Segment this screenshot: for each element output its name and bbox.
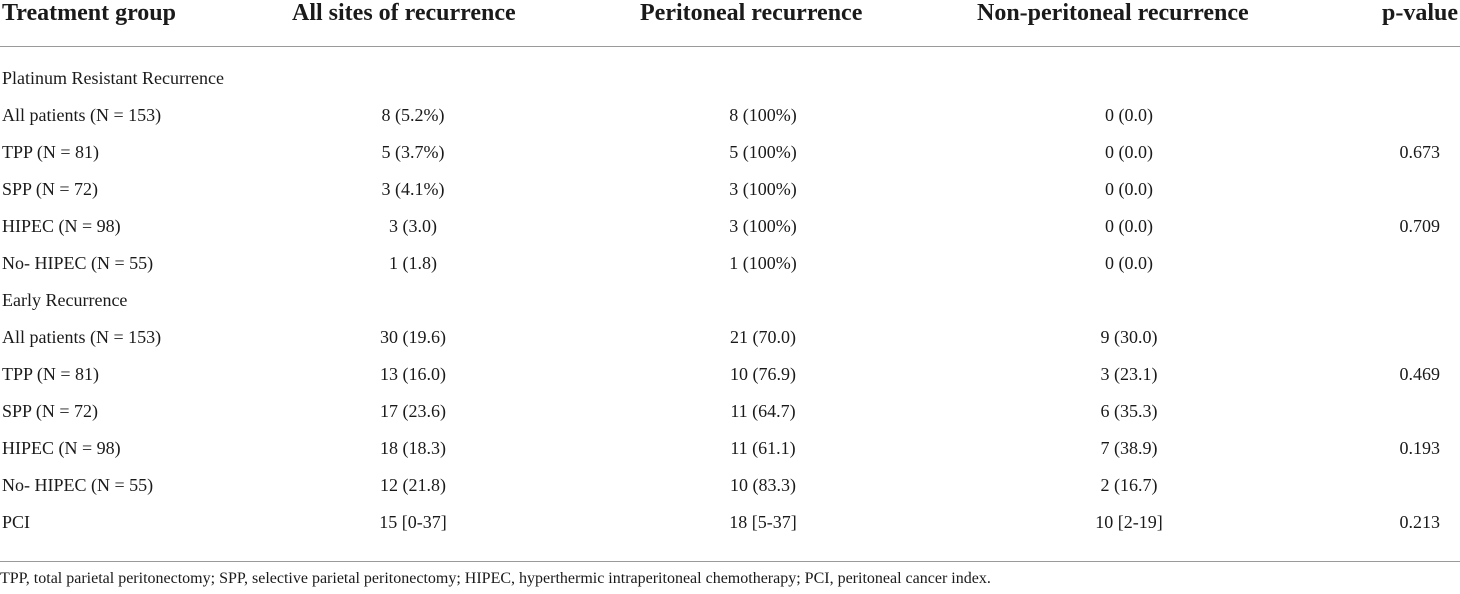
table-header: Treatment group All sites of recurrence … xyxy=(0,0,1460,47)
cell-peritoneal: 11 (61.1) xyxy=(730,438,796,458)
cell-non-peritoneal: 0 (0.0) xyxy=(1105,179,1153,199)
table-row: No- HIPEC (N = 55) 1 (1.8) 1 (100%) 0 (0.0) xyxy=(0,246,1460,283)
cell-non-peritoneal: 9 (30.0) xyxy=(1100,327,1158,347)
cell-non-peritoneal: 2 (16.7) xyxy=(1100,475,1158,495)
cell-treatment-group: All patients (N = 153) xyxy=(2,105,162,125)
cell-treatment-group: TPP (N = 81) xyxy=(2,364,99,384)
cell-peritoneal: 11 (64.7) xyxy=(730,401,796,421)
cell-treatment-group: All patients (N = 153) xyxy=(2,327,162,347)
table-bottom-rule xyxy=(0,561,1460,562)
cell-treatment-group: HIPEC (N = 98) xyxy=(2,216,121,236)
cell-peritoneal: 10 (76.9) xyxy=(730,364,796,384)
table-row: TPP (N = 81) 13 (16.0) 10 (76.9) 3 (23.1) 0.… xyxy=(0,357,1460,394)
cell-all-sites: 30 (19.6) xyxy=(380,327,446,347)
cell-treatment-group: Platinum Resistant Recurrence xyxy=(2,68,224,88)
cell-p-value: 0.193 xyxy=(1399,438,1441,458)
table-row: HIPEC (N = 98) 18 (18.3) 11 (61.1) 7 (38.9)… xyxy=(0,431,1460,468)
header-p-value: p-value xyxy=(1381,0,1458,26)
cell-p-value: 0.469 xyxy=(1399,364,1441,384)
cell-p-value: 0.709 xyxy=(1399,216,1441,236)
cell-peritoneal: 3 (100%) xyxy=(729,179,797,199)
cell-all-sites: 12 (21.8) xyxy=(380,475,446,495)
cell-non-peritoneal: 0 (0.0) xyxy=(1105,142,1153,162)
cell-non-peritoneal: 0 (0.0) xyxy=(1105,105,1153,125)
table-row: SPP (N = 72) 3 (4.1%) 3 (100%) 0 (0.0) xyxy=(0,172,1460,209)
cell-all-sites: 13 (16.0) xyxy=(380,364,446,384)
cell-treatment-group: HIPEC (N = 98) xyxy=(2,438,121,458)
table-row: No- HIPEC (N = 55) 12 (21.8) 10 (83.3) 2 (1… xyxy=(0,468,1460,505)
cell-peritoneal: 21 (70.0) xyxy=(730,327,796,347)
cell-non-peritoneal: 0 (0.0) xyxy=(1105,253,1153,273)
table-row: PCI 15 [0-37] 18 [5-37] 10 [2-19] 0.213 xyxy=(0,505,1460,542)
cell-treatment-group: TPP (N = 81) xyxy=(2,142,99,162)
recurrence-table: Treatment group All sites of recurrence … xyxy=(0,0,1460,542)
cell-treatment-group: Early Recurrence xyxy=(2,290,128,310)
cell-all-sites: 18 (18.3) xyxy=(380,438,446,458)
cell-p-value: 0.213 xyxy=(1399,512,1441,532)
cell-all-sites: 5 (3.7%) xyxy=(381,142,445,162)
cell-peritoneal: 3 (100%) xyxy=(729,216,797,236)
cell-treatment-group: No- HIPEC (N = 55) xyxy=(2,253,154,273)
header-non-peritoneal: Non-peritoneal recurrence xyxy=(977,0,1249,26)
cell-treatment-group: SPP (N = 72) xyxy=(2,401,99,421)
cell-all-sites: 1 (1.8) xyxy=(389,253,437,273)
table-row: All patients (N = 153) 8 (5.2%) 8 (100%) 0 … xyxy=(0,98,1460,135)
cell-non-peritoneal: 6 (35.3) xyxy=(1100,401,1158,421)
cell-all-sites: 15 [0-37] xyxy=(379,512,447,532)
table-row: Platinum Resistant Recurrence xyxy=(0,61,1460,98)
cell-non-peritoneal: 7 (38.9) xyxy=(1100,438,1158,458)
header-peritoneal: Peritoneal recurrence xyxy=(640,0,863,26)
cell-peritoneal: 18 [5-37] xyxy=(729,512,797,532)
cell-treatment-group: No- HIPEC (N = 55) xyxy=(2,475,154,495)
cell-non-peritoneal: 3 (23.1) xyxy=(1100,364,1158,384)
cell-non-peritoneal: 10 [2-19] xyxy=(1095,512,1163,532)
cell-treatment-group: SPP (N = 72) xyxy=(2,179,99,199)
cell-p-value: 0.673 xyxy=(1399,142,1441,162)
cell-peritoneal: 10 (83.3) xyxy=(730,475,796,495)
table-row: HIPEC (N = 98) 3 (3.0) 3 (100%) 0 (0.0) 0.70… xyxy=(0,209,1460,246)
table-row: TPP (N = 81) 5 (3.7%) 5 (100%) 0 (0.0) 0.673 xyxy=(0,135,1460,172)
table-row: All patients (N = 153) 30 (19.6) 21 (70.0)… xyxy=(0,320,1460,357)
header-treatment-group: Treatment group xyxy=(2,0,176,26)
cell-all-sites: 3 (3.0) xyxy=(389,216,437,236)
table-body: Platinum Resistant Recurrence All patient… xyxy=(0,61,1460,542)
cell-peritoneal: 1 (100%) xyxy=(729,253,797,273)
table-row: Early Recurrence xyxy=(0,283,1460,320)
cell-all-sites: 8 (5.2%) xyxy=(381,105,445,125)
header-all-sites: All sites of recurrence xyxy=(292,0,516,26)
cell-peritoneal: 8 (100%) xyxy=(729,105,797,125)
cell-non-peritoneal: 0 (0.0) xyxy=(1105,216,1153,236)
table-row: SPP (N = 72) 17 (23.6) 11 (64.7) 6 (35.3) xyxy=(0,394,1460,431)
cell-treatment-group: PCI xyxy=(2,512,31,532)
table-footnote: TPP, total parietal peritonectomy; SPP, … xyxy=(0,570,991,587)
cell-all-sites: 3 (4.1%) xyxy=(381,179,445,199)
cell-peritoneal: 5 (100%) xyxy=(729,142,797,162)
cell-all-sites: 17 (23.6) xyxy=(380,401,446,421)
